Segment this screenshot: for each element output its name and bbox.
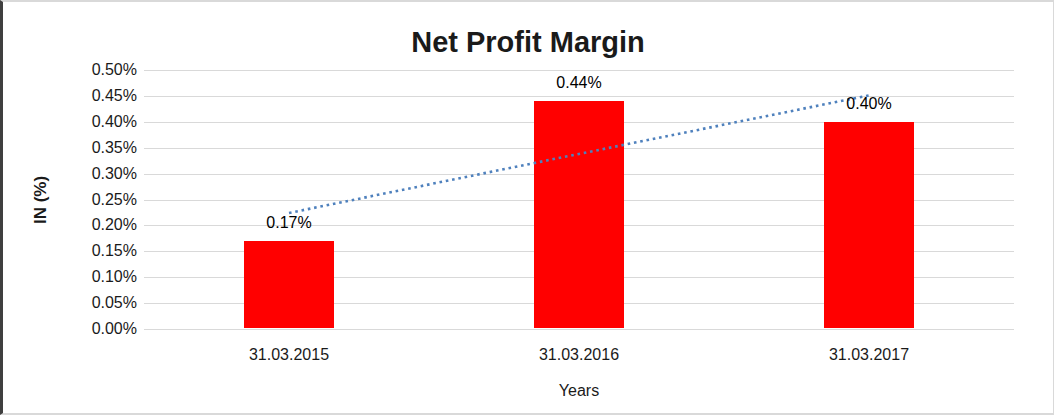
bar-data-label: 0.17%	[239, 214, 339, 232]
x-axis-tick-label: 31.03.2016	[499, 346, 659, 364]
bar-data-label: 0.40%	[819, 95, 919, 113]
y-axis-tick-label: 0.25%	[67, 192, 137, 208]
y-axis-tick-label: 0.35%	[67, 140, 137, 156]
y-axis-tick-label: 0.00%	[67, 321, 137, 337]
gridline	[144, 70, 1014, 71]
x-axis-title: Years	[499, 382, 659, 400]
y-axis-tick-label: 0.10%	[67, 269, 137, 285]
y-axis-tick-label: 0.50%	[67, 62, 137, 78]
bar-31.03.2015	[244, 241, 334, 328]
chart-title: Net Profit Margin	[3, 26, 1053, 59]
y-axis-tick-label: 0.20%	[67, 217, 137, 233]
gridline	[144, 329, 1014, 330]
y-axis-tick-label: 0.45%	[67, 88, 137, 104]
x-axis-tick-label: 31.03.2015	[209, 346, 369, 364]
y-axis-tick-label: 0.05%	[67, 295, 137, 311]
x-axis-tick-label: 31.03.2017	[789, 346, 949, 364]
chart-container: Net Profit Margin IN (%) Years 0.00% 0.05…	[0, 0, 1054, 415]
bar-31.03.2017	[824, 122, 914, 328]
y-axis-title-text: IN (%)	[31, 175, 51, 223]
bar-31.03.2016	[534, 101, 624, 328]
bar-data-label: 0.44%	[529, 74, 629, 92]
y-axis-tick-label: 0.15%	[67, 243, 137, 259]
y-axis-tick-label: 0.40%	[67, 114, 137, 130]
y-axis-tick-label: 0.30%	[67, 166, 137, 182]
